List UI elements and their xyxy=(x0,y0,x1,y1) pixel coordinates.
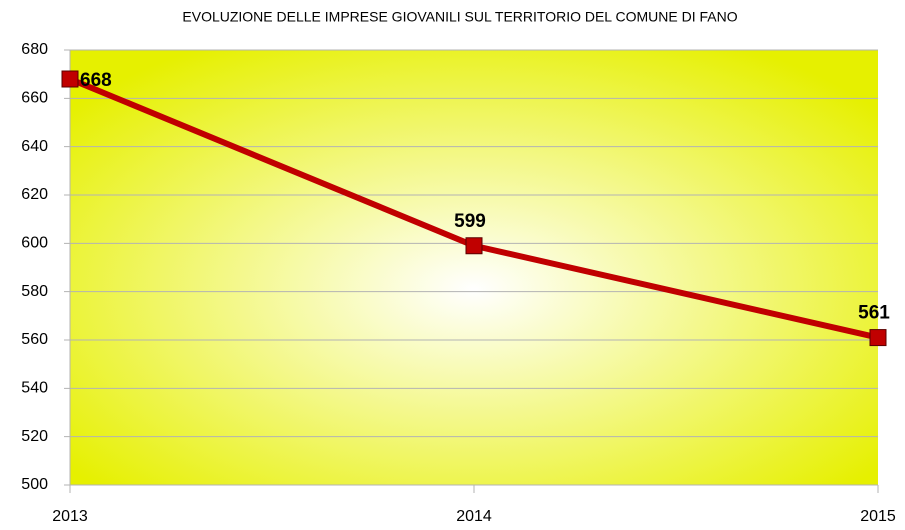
y-tick-label: 660 xyxy=(21,90,48,107)
y-tick-label: 520 xyxy=(21,428,48,445)
data-label: 561 xyxy=(858,303,890,324)
y-tick-label: 500 xyxy=(21,476,48,493)
data-label: 599 xyxy=(454,211,486,232)
data-label: 668 xyxy=(80,70,112,91)
marker xyxy=(61,70,79,88)
x-tick-label: 2014 xyxy=(456,508,492,525)
y-tick-label: 540 xyxy=(21,380,48,397)
y-tick-label: 600 xyxy=(21,235,48,252)
x-tick-label: 2015 xyxy=(860,508,896,525)
y-tick-label: 620 xyxy=(21,186,48,203)
y-tick-label: 640 xyxy=(21,138,48,155)
chart-title: EVOLUZIONE DELLE IMPRESE GIOVANILI SUL T… xyxy=(182,9,737,25)
marker xyxy=(869,329,887,347)
plot-area xyxy=(70,50,878,485)
y-tick-label: 680 xyxy=(21,41,48,58)
y-tick-label: 560 xyxy=(21,331,48,348)
x-tick-label: 2013 xyxy=(52,508,88,525)
y-tick-label: 580 xyxy=(21,283,48,300)
marker xyxy=(465,237,483,255)
